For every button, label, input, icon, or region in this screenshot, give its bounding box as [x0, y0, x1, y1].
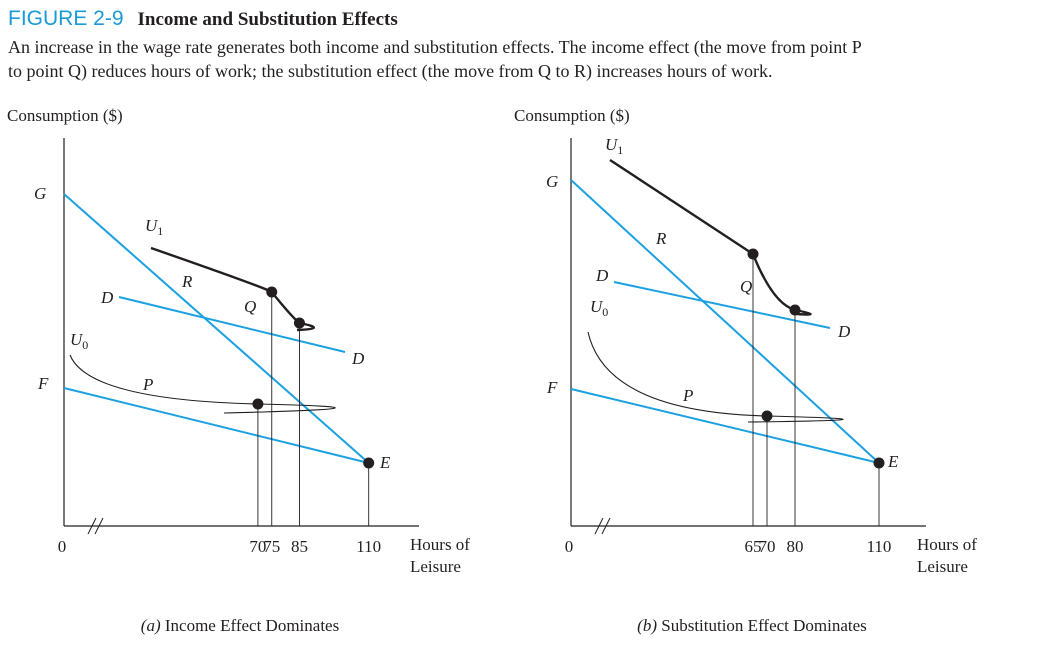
figure-caption: An increase in the wage rate generates b… — [8, 35, 1058, 83]
panel-subtitle: (b) Substitution Effect Dominates — [637, 616, 867, 635]
point-label-p: P — [682, 386, 693, 405]
x-tick-label: 65 — [745, 537, 762, 556]
x-tick-label: 70 — [759, 537, 776, 556]
intercept-label-g: G — [34, 184, 46, 203]
curve-label-u1: U1 — [605, 135, 623, 157]
x-tick-label: 80 — [787, 537, 804, 556]
x-tick-label: 110 — [867, 537, 892, 556]
point-label-e: E — [379, 453, 391, 472]
point-label-q: Q — [740, 277, 752, 296]
budget-line-fe — [63, 387, 369, 464]
intercept-label-f: F — [37, 374, 49, 393]
point-p — [252, 398, 264, 410]
y-axis-label: Consumption ($) — [514, 106, 630, 125]
curve-label-u0: U0 — [70, 330, 88, 352]
point-e — [873, 457, 885, 469]
curve-label-u0: U0 — [590, 297, 608, 319]
budget-line-ge — [570, 179, 880, 464]
indifference-curve-u1 — [150, 246, 316, 332]
curve-label-u1: U1 — [145, 216, 163, 238]
point-label-r: R — [655, 229, 667, 248]
origin-label: 0 — [58, 537, 67, 556]
figure-caption-line-1: An increase in the wage rate generates b… — [8, 37, 862, 57]
budget-line-ge — [63, 193, 370, 464]
point-e — [363, 457, 375, 469]
point-label-q: Q — [244, 297, 256, 316]
figure-title: Income and Substitution Effects — [137, 9, 398, 30]
x-axis-label-line-1: Hours of — [917, 535, 977, 554]
point-label-r: R — [181, 272, 193, 291]
indifference-curve-u1 — [609, 158, 812, 316]
budget-label-d-start: D — [595, 266, 609, 285]
axis-break-icon — [594, 517, 611, 535]
figure-title-row: FIGURE 2-9 Income and Substitution Effect… — [8, 6, 1058, 33]
origin-label: 0 — [565, 537, 574, 556]
indifference-curve-u0 — [587, 331, 844, 423]
figure-number: FIGURE 2-9 — [8, 7, 124, 30]
x-axis-label-line-2: Leisure — [917, 557, 968, 576]
axis-break-icon — [87, 517, 104, 535]
point-label-p: P — [142, 375, 153, 394]
x-tick-label: 70 — [249, 537, 266, 556]
x-tick-label: 110 — [356, 537, 381, 556]
budget-line-dd — [613, 281, 831, 329]
x-tick-label: 85 — [291, 537, 308, 556]
point-q — [789, 304, 801, 316]
budget-label-d-start: D — [100, 288, 114, 307]
x-axis-label-line-2: Leisure — [410, 557, 461, 576]
intercept-label-f: F — [546, 378, 558, 397]
point-r — [266, 286, 278, 298]
point-q — [293, 317, 305, 329]
budget-line-fe — [570, 388, 880, 464]
figure-caption-line-2: to point Q) reduces hours of work; the s… — [8, 61, 773, 81]
y-axis-label: Consumption ($) — [7, 106, 123, 125]
figure-header: FIGURE 2-9 Income and Substitution Effect… — [8, 6, 1058, 83]
x-tick-label: 75 — [263, 537, 280, 556]
indifference-curve-u0 — [69, 354, 336, 414]
point-label-e: E — [887, 452, 899, 471]
point-p — [761, 410, 773, 422]
x-axis-label-line-1: Hours of — [410, 535, 470, 554]
budget-label-d-end: D — [837, 322, 851, 341]
intercept-label-g: G — [546, 172, 558, 191]
panel-subtitle: (a) Income Effect Dominates — [141, 616, 339, 635]
budget-line-dd — [118, 296, 346, 353]
point-r — [747, 248, 759, 260]
budget-label-d-end: D — [351, 349, 365, 368]
